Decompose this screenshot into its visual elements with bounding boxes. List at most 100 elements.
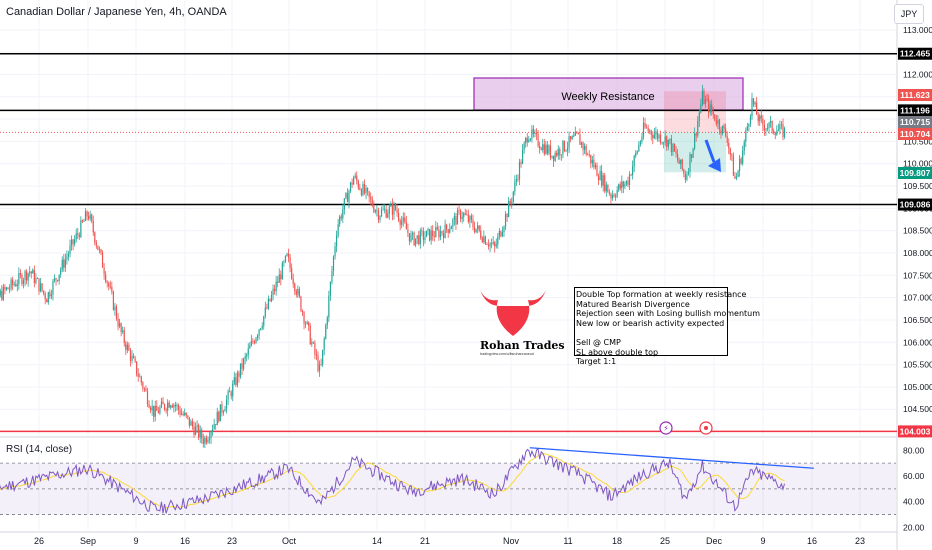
candle-body <box>50 294 52 297</box>
candle-body <box>580 142 583 145</box>
candle-body <box>298 288 300 297</box>
candle-body <box>675 151 677 154</box>
rsi-tick-label: 40.00 <box>903 497 925 507</box>
candle-body <box>219 404 221 422</box>
price-label-box <box>898 89 932 101</box>
candle-body <box>518 162 521 180</box>
price-label-box <box>898 128 932 140</box>
candle-body <box>170 405 172 408</box>
candle-body <box>53 278 56 282</box>
currency-button[interactable]: JPY <box>894 4 924 24</box>
candle-body <box>365 188 367 194</box>
candle-body <box>109 286 111 288</box>
candle-body <box>765 128 767 131</box>
candle-body <box>553 155 555 161</box>
candle-body <box>511 202 513 203</box>
candle-body <box>309 325 311 345</box>
candle-body <box>38 278 40 292</box>
candle-body <box>621 181 623 189</box>
candle-body <box>573 135 575 137</box>
candle-body <box>145 388 147 391</box>
candle-body <box>201 429 203 439</box>
candle-body <box>766 128 769 129</box>
candle-body <box>267 298 269 309</box>
bull-head <box>480 290 546 336</box>
candle-body <box>263 316 265 326</box>
candle-body <box>39 283 42 292</box>
candle-body <box>441 231 443 234</box>
price-tick-label: 106.500 <box>903 315 932 325</box>
candle-body <box>771 121 773 132</box>
candle-body <box>103 267 105 275</box>
candle-body <box>489 243 491 247</box>
lightning-glyph: ⚡ <box>663 424 669 433</box>
candle-body <box>2 286 4 300</box>
candle-body <box>275 281 277 292</box>
candle-body <box>153 405 155 417</box>
candle-body <box>105 274 107 282</box>
time-tick-label: Nov <box>503 536 520 546</box>
candle-body <box>782 124 784 138</box>
candle-body <box>346 193 349 203</box>
candle-body <box>697 121 699 136</box>
candle-body <box>207 439 209 443</box>
candle-body <box>636 151 638 153</box>
candle-body <box>272 288 274 295</box>
candle-body <box>522 149 524 164</box>
candle-body <box>622 181 624 187</box>
candle-body <box>408 233 411 242</box>
candle-body <box>190 421 192 426</box>
candle-body <box>509 201 511 203</box>
candle-body <box>18 273 20 285</box>
candle-body <box>604 175 606 192</box>
candle-body <box>382 209 384 211</box>
candle-body <box>704 99 707 105</box>
candle-body <box>239 363 242 377</box>
candle-body <box>658 134 660 139</box>
candle-body <box>120 323 122 332</box>
candle-body <box>453 216 455 220</box>
candle-body <box>762 118 764 126</box>
candle-body <box>638 144 640 152</box>
candle-body <box>484 236 486 245</box>
lightning-icon <box>659 421 673 435</box>
candle-body <box>531 129 533 139</box>
candle-body <box>10 279 12 289</box>
candle-body <box>644 122 646 128</box>
candle-body <box>260 328 262 330</box>
candle-body <box>661 142 663 144</box>
price-tick-label: 110.000 <box>903 159 932 169</box>
candle-body <box>212 429 214 432</box>
candle-body <box>627 180 629 185</box>
candle-body <box>15 284 17 287</box>
candle-body <box>163 404 166 410</box>
rsi-ma-line <box>0 453 785 509</box>
candle-body <box>295 290 297 295</box>
candle-body <box>711 104 713 112</box>
candle-body <box>342 209 344 219</box>
candle-body <box>179 409 181 415</box>
price-tick-label: 105.000 <box>903 382 932 392</box>
candle-body <box>356 175 358 182</box>
candle-body <box>128 344 130 351</box>
candle-body <box>115 306 118 319</box>
candle-body <box>294 283 296 291</box>
candle-body <box>545 144 547 155</box>
candle-body <box>284 255 287 262</box>
candle-body <box>390 204 392 207</box>
candle-body <box>570 136 572 140</box>
candle-body <box>659 134 662 143</box>
candle-body <box>783 128 786 138</box>
candle-body <box>630 174 632 176</box>
candle-body <box>379 216 381 220</box>
candle-body <box>450 226 452 230</box>
candle-body <box>416 235 418 239</box>
candle-body <box>756 102 758 115</box>
rsi-tick-label: 20.00 <box>903 522 925 532</box>
candle-body <box>247 348 249 355</box>
candle-body <box>430 230 432 241</box>
candle-body <box>204 438 206 445</box>
candle-body <box>642 122 645 137</box>
